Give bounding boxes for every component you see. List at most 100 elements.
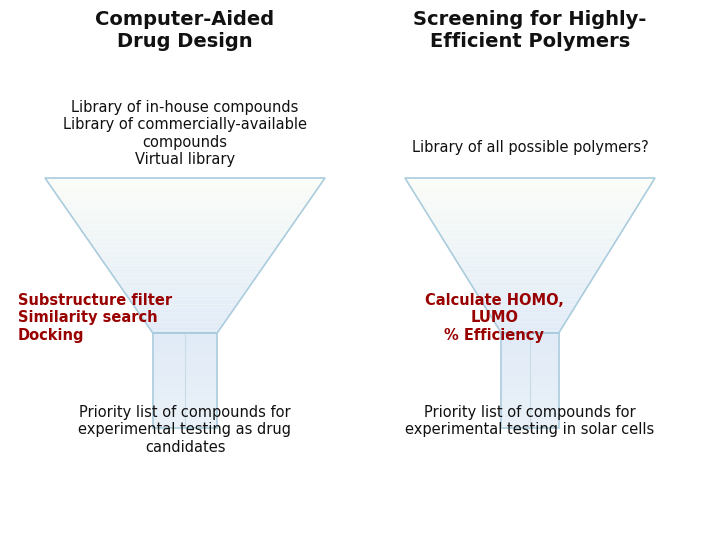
Polygon shape [153, 387, 217, 388]
Polygon shape [436, 227, 624, 230]
Polygon shape [94, 248, 276, 251]
Polygon shape [149, 328, 221, 330]
Polygon shape [469, 281, 591, 284]
Polygon shape [485, 307, 575, 310]
Polygon shape [65, 206, 305, 209]
Polygon shape [501, 418, 559, 420]
Polygon shape [153, 354, 217, 355]
Polygon shape [495, 323, 565, 325]
Polygon shape [424, 209, 636, 212]
Polygon shape [90, 242, 280, 245]
Polygon shape [72, 217, 298, 219]
Polygon shape [59, 199, 310, 201]
Polygon shape [415, 193, 645, 196]
Polygon shape [501, 347, 559, 349]
Polygon shape [501, 373, 559, 374]
Polygon shape [501, 366, 559, 368]
Polygon shape [484, 305, 577, 307]
Polygon shape [70, 214, 300, 217]
Polygon shape [83, 232, 287, 235]
Polygon shape [153, 398, 217, 400]
Polygon shape [153, 395, 217, 396]
Polygon shape [153, 418, 217, 420]
Polygon shape [476, 292, 585, 294]
Polygon shape [153, 420, 217, 422]
Polygon shape [153, 392, 217, 393]
Polygon shape [442, 238, 618, 240]
Polygon shape [501, 361, 559, 363]
Polygon shape [492, 318, 568, 320]
Polygon shape [501, 395, 559, 396]
Polygon shape [416, 196, 644, 199]
Polygon shape [102, 261, 268, 263]
Polygon shape [84, 235, 285, 238]
Polygon shape [467, 279, 593, 281]
Polygon shape [466, 276, 594, 279]
Polygon shape [153, 381, 217, 382]
Polygon shape [453, 255, 607, 258]
Polygon shape [477, 294, 582, 297]
Polygon shape [438, 232, 621, 235]
Polygon shape [101, 258, 269, 261]
Polygon shape [153, 383, 217, 385]
Polygon shape [488, 312, 572, 315]
Polygon shape [153, 425, 217, 427]
Polygon shape [153, 342, 217, 344]
Polygon shape [153, 341, 217, 342]
Polygon shape [501, 333, 559, 335]
Polygon shape [501, 396, 559, 398]
Polygon shape [153, 427, 217, 428]
Polygon shape [432, 222, 628, 225]
Polygon shape [501, 368, 559, 369]
Polygon shape [501, 382, 559, 383]
Polygon shape [153, 373, 217, 374]
Polygon shape [501, 339, 559, 341]
Polygon shape [434, 225, 626, 227]
Polygon shape [153, 368, 217, 369]
Polygon shape [153, 393, 217, 395]
Text: Library of in-house compounds
Library of commercially-available
compounds
Virtua: Library of in-house compounds Library of… [63, 100, 307, 167]
Polygon shape [501, 401, 559, 403]
Polygon shape [501, 404, 559, 406]
Polygon shape [501, 346, 559, 347]
Polygon shape [153, 412, 217, 414]
Polygon shape [451, 253, 608, 255]
Polygon shape [500, 330, 560, 333]
Polygon shape [501, 427, 559, 428]
Polygon shape [493, 320, 567, 323]
Text: Priority list of compounds for
experimental testing in solar cells: Priority list of compounds for experimen… [405, 405, 654, 437]
Polygon shape [501, 342, 559, 344]
Polygon shape [437, 230, 623, 232]
Polygon shape [153, 415, 217, 417]
Polygon shape [501, 400, 559, 401]
Polygon shape [153, 335, 217, 336]
Polygon shape [124, 292, 246, 294]
Polygon shape [405, 178, 655, 180]
Polygon shape [153, 406, 217, 407]
Polygon shape [501, 349, 559, 350]
Polygon shape [153, 410, 217, 412]
Polygon shape [501, 379, 559, 381]
Polygon shape [153, 366, 217, 368]
Polygon shape [113, 276, 257, 279]
Polygon shape [501, 410, 559, 412]
Polygon shape [501, 381, 559, 382]
Polygon shape [133, 305, 237, 307]
Polygon shape [153, 379, 217, 381]
Polygon shape [153, 388, 217, 390]
Polygon shape [487, 310, 573, 312]
Polygon shape [490, 315, 570, 318]
Polygon shape [501, 341, 559, 342]
Polygon shape [153, 339, 217, 341]
Polygon shape [501, 393, 559, 395]
Polygon shape [501, 360, 559, 361]
Polygon shape [140, 315, 230, 318]
Polygon shape [501, 369, 559, 371]
Polygon shape [501, 352, 559, 354]
Polygon shape [153, 349, 217, 350]
Polygon shape [153, 382, 217, 383]
Text: Calculate HOMO,
LUMO
% Efficiency: Calculate HOMO, LUMO % Efficiency [425, 293, 564, 343]
Polygon shape [47, 180, 323, 183]
Polygon shape [410, 186, 650, 188]
Polygon shape [501, 350, 559, 352]
